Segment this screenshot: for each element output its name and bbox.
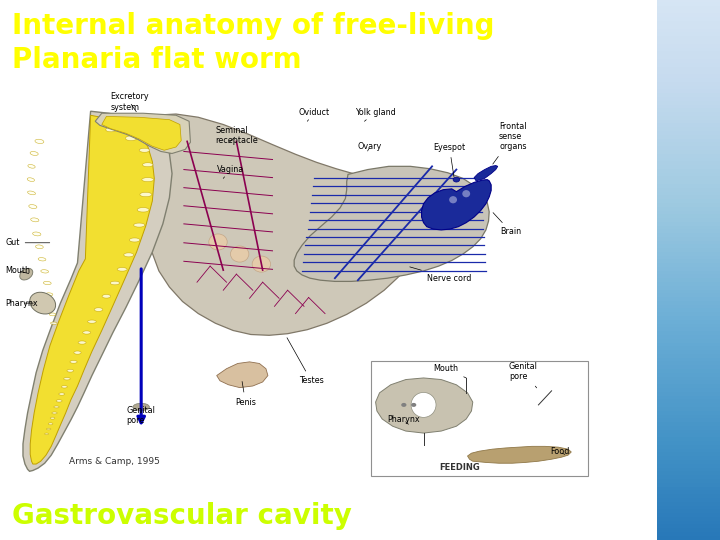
Polygon shape xyxy=(217,362,268,388)
Text: Excretory
system: Excretory system xyxy=(110,92,149,112)
Text: Frontal
sense
organs: Frontal sense organs xyxy=(492,122,526,164)
Text: Nerve cord: Nerve cord xyxy=(410,267,471,282)
Polygon shape xyxy=(30,115,154,464)
Text: Oviduct: Oviduct xyxy=(299,108,330,122)
Text: Pharynx: Pharynx xyxy=(387,415,420,424)
Text: Brain: Brain xyxy=(493,213,521,237)
Ellipse shape xyxy=(83,331,91,334)
Ellipse shape xyxy=(35,139,44,144)
Ellipse shape xyxy=(30,152,38,156)
Ellipse shape xyxy=(462,190,470,197)
Ellipse shape xyxy=(30,292,55,314)
Ellipse shape xyxy=(31,218,39,222)
Text: Penis: Penis xyxy=(235,381,256,407)
Ellipse shape xyxy=(125,136,138,140)
Ellipse shape xyxy=(32,232,41,236)
Ellipse shape xyxy=(230,246,249,262)
Ellipse shape xyxy=(142,178,153,181)
Ellipse shape xyxy=(35,245,43,249)
Text: Yolk gland: Yolk gland xyxy=(354,108,395,122)
Ellipse shape xyxy=(124,253,134,257)
Polygon shape xyxy=(95,113,190,153)
Text: Food: Food xyxy=(550,448,570,456)
Text: Seminal
receptacle: Seminal receptacle xyxy=(215,126,258,145)
Polygon shape xyxy=(467,447,571,463)
Text: Testes: Testes xyxy=(287,338,323,385)
Ellipse shape xyxy=(139,148,150,152)
Ellipse shape xyxy=(78,341,86,344)
Ellipse shape xyxy=(74,351,81,354)
Ellipse shape xyxy=(27,191,35,195)
Ellipse shape xyxy=(117,267,127,271)
Text: Gut: Gut xyxy=(5,238,50,247)
Ellipse shape xyxy=(453,177,459,182)
Ellipse shape xyxy=(45,433,48,435)
Text: Ovary: Ovary xyxy=(358,141,382,151)
Ellipse shape xyxy=(46,428,51,430)
Ellipse shape xyxy=(140,192,152,197)
Ellipse shape xyxy=(43,281,51,285)
Ellipse shape xyxy=(50,322,57,325)
Ellipse shape xyxy=(130,238,140,242)
Polygon shape xyxy=(23,111,172,471)
Ellipse shape xyxy=(52,412,57,414)
Text: Genital
pore: Genital pore xyxy=(126,406,155,426)
Ellipse shape xyxy=(48,423,53,425)
Polygon shape xyxy=(376,378,473,433)
Ellipse shape xyxy=(143,163,153,167)
Ellipse shape xyxy=(48,303,55,306)
Ellipse shape xyxy=(134,223,145,227)
Ellipse shape xyxy=(56,400,62,402)
Ellipse shape xyxy=(38,258,46,261)
Ellipse shape xyxy=(27,178,35,181)
Text: Eyespot: Eyespot xyxy=(433,143,466,177)
Ellipse shape xyxy=(49,313,56,316)
Text: Gastrovascular cavity: Gastrovascular cavity xyxy=(12,502,351,530)
Polygon shape xyxy=(294,166,489,281)
Ellipse shape xyxy=(411,393,436,417)
Ellipse shape xyxy=(59,393,65,395)
Ellipse shape xyxy=(54,406,59,408)
Ellipse shape xyxy=(19,268,33,280)
Ellipse shape xyxy=(106,127,117,132)
Text: Mouth: Mouth xyxy=(433,364,467,378)
Ellipse shape xyxy=(29,205,37,208)
Ellipse shape xyxy=(50,417,55,419)
Text: Pharynx: Pharynx xyxy=(5,299,38,308)
Ellipse shape xyxy=(252,256,271,272)
Ellipse shape xyxy=(94,308,103,312)
Text: Mouth: Mouth xyxy=(5,266,30,275)
Ellipse shape xyxy=(102,294,111,298)
Text: FEEDING: FEEDING xyxy=(439,463,480,472)
Ellipse shape xyxy=(67,369,73,372)
Ellipse shape xyxy=(138,207,149,212)
Ellipse shape xyxy=(45,293,53,296)
Ellipse shape xyxy=(401,403,407,407)
Polygon shape xyxy=(422,180,491,230)
Ellipse shape xyxy=(88,320,96,323)
Polygon shape xyxy=(117,114,419,335)
Text: Internal anatomy of free-living
Planaria flat worm: Internal anatomy of free-living Planaria… xyxy=(12,12,495,73)
Polygon shape xyxy=(474,166,498,181)
Ellipse shape xyxy=(70,361,77,363)
Text: Genital
pore: Genital pore xyxy=(509,362,538,388)
Text: Vagina: Vagina xyxy=(217,165,244,178)
Ellipse shape xyxy=(411,403,416,407)
Ellipse shape xyxy=(41,269,48,273)
Ellipse shape xyxy=(28,165,35,168)
Polygon shape xyxy=(102,117,181,150)
Ellipse shape xyxy=(449,196,457,204)
Ellipse shape xyxy=(61,386,67,388)
FancyBboxPatch shape xyxy=(371,361,588,476)
Ellipse shape xyxy=(209,234,228,250)
Ellipse shape xyxy=(110,281,120,285)
Text: Arms & Camp, 1995: Arms & Camp, 1995 xyxy=(69,457,160,467)
Ellipse shape xyxy=(133,403,149,410)
Ellipse shape xyxy=(63,377,71,380)
